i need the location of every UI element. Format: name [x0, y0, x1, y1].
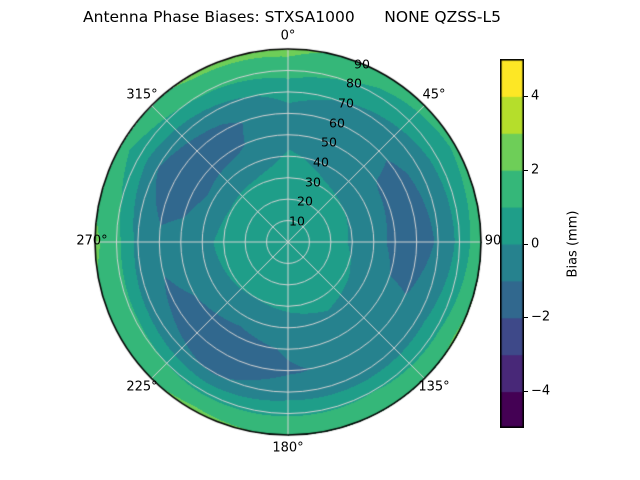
colorbar-tick	[524, 170, 528, 171]
colorbar	[500, 59, 524, 428]
colorbar-tick	[524, 317, 528, 318]
theta-tick-label-270: 270°	[76, 233, 108, 249]
theta-tick-label-135: 135°	[418, 379, 450, 395]
colorbar-tick-label: 2	[531, 162, 540, 178]
colorbar-tick-label: 0	[531, 236, 540, 252]
r-tick-label-80: 80	[346, 75, 362, 91]
r-tick-label-60: 60	[329, 115, 345, 131]
colorbar-tick-label: −2	[531, 309, 551, 325]
r-tick-label-20: 20	[297, 193, 313, 209]
colorbar-tick	[524, 96, 528, 97]
r-tick-label-10: 10	[289, 213, 305, 229]
polar-contour-plot	[88, 42, 488, 442]
theta-tick-label-225: 225°	[126, 379, 158, 395]
theta-tick-label-90: 90	[484, 233, 502, 249]
r-tick-label-50: 50	[321, 134, 337, 150]
theta-tick-label-180: 180°	[272, 440, 304, 456]
r-tick-label-40: 40	[313, 154, 329, 170]
theta-tick-label-45: 45°	[422, 87, 446, 103]
colorbar-tick-label: 4	[531, 88, 540, 104]
colorbar-tick-label: −4	[531, 383, 551, 399]
r-tick-label-30: 30	[305, 174, 321, 190]
colorbar-tick	[524, 391, 528, 392]
r-tick-label-90: 90	[354, 56, 370, 72]
theta-tick-label-0: 0°	[280, 28, 296, 44]
colorbar-axis-label: Bias (mm)	[565, 210, 581, 278]
r-tick-label-70: 70	[338, 95, 354, 111]
chart-title: Antenna Phase Biases: STXSA1000 NONE QZS…	[83, 8, 501, 26]
colorbar-tick	[524, 244, 528, 245]
theta-tick-label-315: 315°	[126, 87, 158, 103]
